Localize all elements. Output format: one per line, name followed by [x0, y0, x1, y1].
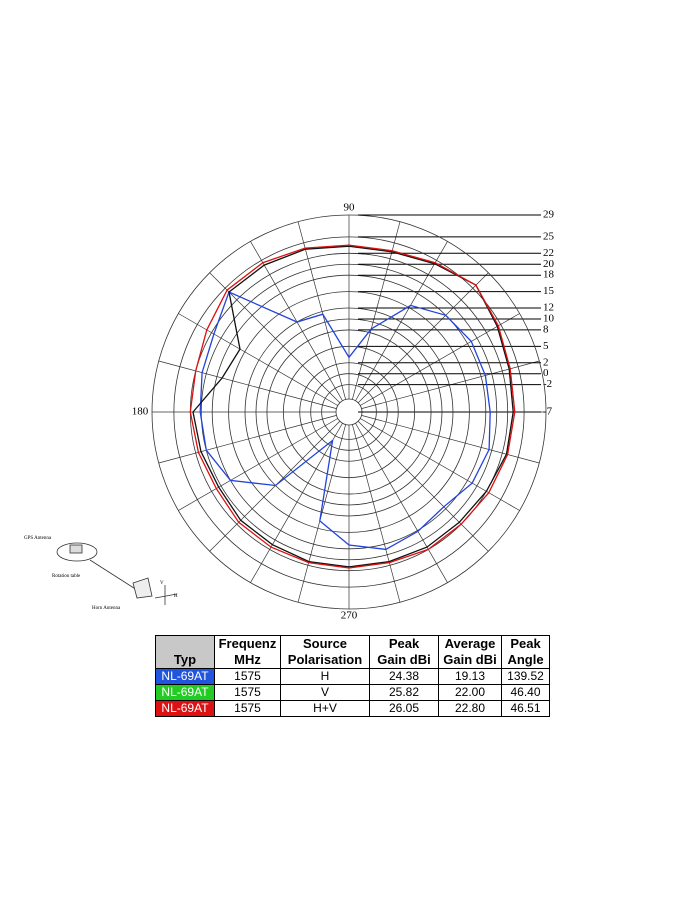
header-text: Gain dBi: [443, 652, 497, 667]
header-text: Gain dBi: [377, 652, 431, 667]
pattern-line: [189, 244, 516, 569]
angle-label: 270: [341, 610, 358, 622]
cell: 46.51: [501, 700, 550, 717]
r-tick-label: 0: [543, 367, 549, 379]
cell: 25.82: [369, 684, 439, 701]
r-tick-label: 29: [543, 209, 555, 221]
data-row: NL-69AT 1575 V 25.82 22.00 46.40: [155, 684, 550, 701]
spoke: [178, 313, 338, 406]
r-tick-label: 10: [543, 313, 555, 325]
r-tick-label: 12: [543, 302, 554, 314]
header-cell: Average Gain dBi: [438, 635, 502, 669]
header-text: Source: [302, 636, 348, 651]
r-tick-label: 18: [543, 269, 555, 281]
ring: [266, 329, 432, 495]
spoke: [360, 418, 520, 511]
cell: 1575: [214, 700, 281, 717]
header-text: Polarisation: [287, 652, 363, 667]
ring: [299, 362, 399, 462]
data-row: NL-69AT 1575 H 24.38 19.13 139.52: [155, 668, 550, 685]
spoke: [297, 221, 346, 400]
cell: 139.52: [501, 668, 550, 685]
r-tick-label: 22: [543, 247, 554, 259]
header-cell: Peak Gain dBi: [369, 635, 439, 669]
header-text: Average: [444, 636, 496, 651]
ring: [173, 236, 525, 588]
cell: 24.38: [369, 668, 439, 685]
cell: V: [280, 684, 370, 701]
ring: [244, 307, 454, 517]
ring: [200, 263, 498, 561]
header-text: Typ: [173, 652, 197, 667]
diagram-label: GPS Antenna: [24, 536, 52, 541]
ring: [282, 345, 416, 479]
cell: 46.40: [501, 684, 550, 701]
ring: [310, 373, 388, 451]
cell: H: [280, 668, 370, 685]
cell: 1575: [214, 684, 281, 701]
spoke: [209, 272, 341, 404]
angle-label: 90: [344, 202, 356, 214]
r-tick-label: 8: [543, 323, 549, 335]
spoke: [361, 415, 540, 464]
r-tick-label: -7: [543, 406, 553, 418]
spoke: [360, 313, 520, 406]
r-tick-label: 25: [543, 230, 555, 242]
spoke: [178, 418, 338, 511]
r-tick-label: 15: [543, 285, 555, 297]
spoke: [250, 241, 343, 401]
diagram-label: H: [174, 594, 178, 599]
cell: 22.00: [438, 684, 502, 701]
cell: NL-69AT: [155, 684, 215, 701]
diagram-label: Rotation table: [52, 574, 81, 579]
pattern-line: [192, 245, 514, 568]
header-cell: Frequenz MHz: [214, 635, 281, 669]
header-cell: Source Polarisation: [280, 635, 370, 669]
header-cell: Typ: [155, 635, 215, 669]
spoke: [158, 360, 337, 409]
spoke: [209, 420, 341, 552]
cell: NL-69AT: [155, 700, 215, 717]
header-cell: Peak Angle: [501, 635, 550, 669]
cell: NL-69AT: [155, 668, 215, 685]
header-text: Peak: [388, 636, 420, 651]
pattern-line: [199, 291, 491, 551]
data-row: NL-69AT 1575 H+V 26.05 22.80 46.51: [155, 700, 550, 717]
diagram-label: Horn Antenna: [92, 606, 121, 611]
angle-label: 180: [132, 406, 149, 418]
cell: 22.80: [438, 700, 502, 717]
spoke: [158, 415, 337, 464]
spoke: [357, 420, 489, 552]
cell: H+V: [280, 700, 370, 717]
spoke: [355, 423, 448, 583]
r-tick-label: 5: [543, 340, 549, 352]
header-text: MHz: [234, 652, 261, 667]
cell: 1575: [214, 668, 281, 685]
result-table: Typ Frequenz MHz Source Polarisation Peak Gain…: [155, 635, 550, 717]
ring: [228, 291, 470, 533]
header-text: Frequenz: [218, 636, 277, 651]
spoke: [297, 424, 346, 603]
ring: [255, 318, 443, 506]
ring: [151, 214, 547, 610]
header-text: Peak: [510, 636, 541, 651]
spoke: [250, 423, 343, 583]
setup-diagram: [56, 542, 178, 605]
r-tick-label: -2: [543, 378, 552, 390]
ring: [321, 384, 377, 440]
header-row: Typ Frequenz MHz Source Polarisation Peak Gain…: [155, 635, 550, 669]
header-text: Angle: [507, 652, 544, 667]
r-tick-label: 2: [543, 356, 549, 368]
spoke: [352, 424, 401, 603]
cell: 19.13: [438, 668, 502, 685]
spoke: [357, 272, 489, 404]
r-tick-label: 20: [543, 258, 555, 270]
ring: [211, 274, 487, 550]
diagram-label: V: [160, 581, 164, 586]
cell: 26.05: [369, 700, 439, 717]
